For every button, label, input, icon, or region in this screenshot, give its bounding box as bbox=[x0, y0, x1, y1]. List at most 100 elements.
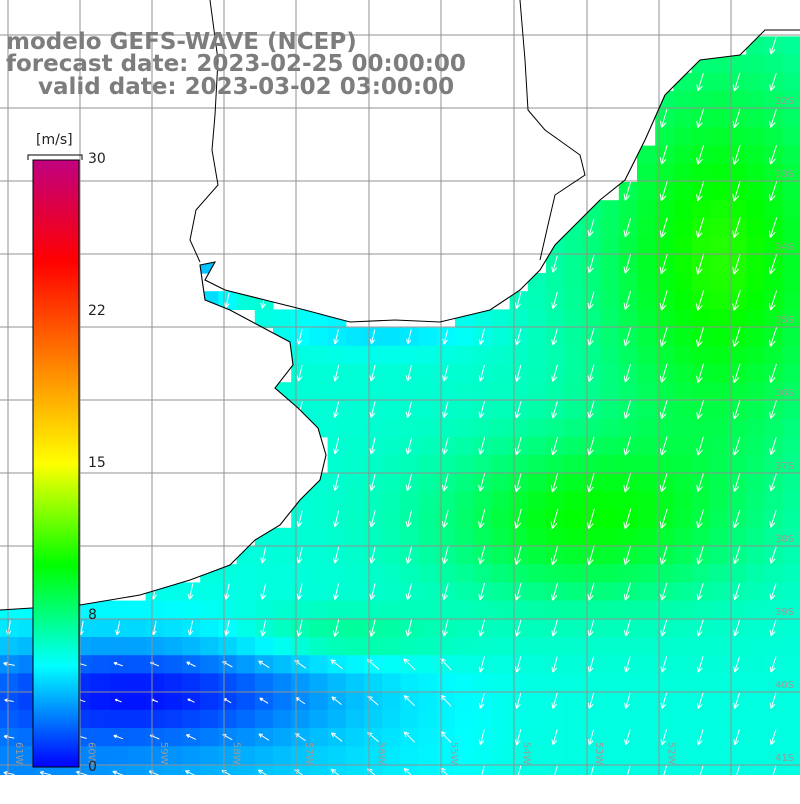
wind-arrow bbox=[696, 180, 705, 202]
wind-arrow bbox=[732, 144, 741, 165]
field-cell bbox=[764, 527, 784, 547]
field-cell bbox=[309, 364, 329, 383]
field-cell bbox=[291, 637, 310, 656]
field-cell bbox=[728, 54, 747, 74]
field-cell bbox=[91, 637, 110, 656]
field-cell bbox=[564, 473, 583, 492]
wind-arrow bbox=[623, 582, 631, 601]
field-cell bbox=[436, 527, 456, 547]
field-cell bbox=[382, 728, 401, 747]
wind-arrow bbox=[259, 697, 269, 704]
wind-arrow bbox=[624, 729, 631, 746]
field-cell bbox=[400, 491, 420, 511]
wind-arrow bbox=[514, 291, 522, 309]
field-cell bbox=[527, 455, 547, 474]
field-cell bbox=[637, 382, 656, 401]
field-cell bbox=[18, 618, 37, 638]
field-cell bbox=[509, 673, 529, 693]
field-cell bbox=[600, 728, 620, 747]
field-cell bbox=[145, 600, 165, 620]
field-cell bbox=[418, 418, 438, 438]
wind-arrow bbox=[769, 546, 777, 564]
field-cell bbox=[491, 637, 511, 656]
field-cell bbox=[418, 382, 438, 401]
field-cell bbox=[364, 418, 383, 438]
field-cell bbox=[163, 582, 183, 602]
wind-arrow bbox=[769, 326, 778, 347]
field-cell bbox=[673, 145, 693, 165]
field-cell bbox=[546, 309, 565, 329]
field-cell bbox=[637, 364, 656, 383]
field-cell bbox=[600, 473, 620, 492]
wind-arrow bbox=[660, 729, 668, 746]
field-cell bbox=[291, 345, 310, 365]
wind-arrow bbox=[551, 692, 558, 709]
field-cell bbox=[491, 327, 511, 347]
field-cell bbox=[673, 618, 693, 638]
title-model: modelo GEFS-WAVE (NCEP) bbox=[6, 29, 357, 55]
field-cell bbox=[728, 455, 747, 474]
wind-arrow bbox=[696, 144, 705, 165]
field-cell bbox=[655, 764, 674, 775]
field-cell bbox=[127, 618, 147, 638]
wind-arrow bbox=[551, 582, 559, 601]
wind-arrow bbox=[442, 619, 449, 637]
field-cell bbox=[782, 309, 800, 329]
field-cell bbox=[746, 637, 765, 656]
field-cell bbox=[746, 746, 765, 765]
field-cell bbox=[309, 327, 329, 347]
field-cell bbox=[709, 364, 729, 383]
wind-arrow bbox=[186, 734, 197, 740]
field-cell bbox=[473, 309, 492, 329]
field-cell bbox=[491, 455, 511, 474]
wind-arrow bbox=[113, 734, 124, 740]
field-cell bbox=[127, 637, 147, 656]
field-cell bbox=[418, 728, 438, 747]
field-cell bbox=[600, 673, 620, 693]
field-cell bbox=[782, 455, 800, 474]
lat-label: 36S bbox=[775, 388, 794, 399]
field-cell bbox=[582, 491, 602, 511]
wind-arrow bbox=[514, 508, 522, 529]
wind-arrow bbox=[769, 583, 777, 600]
field-cell bbox=[782, 491, 800, 511]
field-cell bbox=[691, 418, 711, 438]
field-cell bbox=[764, 163, 784, 183]
field-cell bbox=[728, 91, 747, 110]
field-cell bbox=[782, 637, 800, 656]
field-cell bbox=[618, 764, 638, 775]
field-cell bbox=[600, 655, 620, 674]
field-cell bbox=[291, 527, 310, 547]
field-cell bbox=[291, 309, 310, 329]
field-cell bbox=[291, 709, 310, 729]
field-cell bbox=[527, 564, 547, 583]
field-cell bbox=[273, 546, 292, 565]
field-cell bbox=[618, 455, 638, 474]
field-cell bbox=[600, 546, 620, 565]
field-cell bbox=[91, 728, 110, 747]
wind-arrow bbox=[296, 510, 303, 528]
field-cell bbox=[455, 491, 474, 511]
field-cell bbox=[746, 163, 765, 183]
wind-arrow bbox=[587, 472, 595, 493]
wind-arrow bbox=[331, 696, 342, 705]
wind-arrow bbox=[696, 289, 705, 311]
field-cell bbox=[418, 400, 438, 420]
field-cell bbox=[782, 91, 800, 110]
field-cell bbox=[782, 400, 800, 420]
field-cell bbox=[564, 418, 583, 438]
field-cell bbox=[236, 764, 256, 775]
wind-arrow bbox=[769, 72, 777, 92]
field-cell bbox=[637, 618, 656, 638]
colorbar bbox=[27, 154, 83, 768]
field-cell bbox=[273, 637, 292, 656]
wind-arrow bbox=[550, 545, 559, 566]
field-cell bbox=[236, 691, 256, 711]
wind-arrow bbox=[514, 619, 522, 637]
field-cell bbox=[764, 418, 784, 438]
field-cell bbox=[782, 709, 800, 729]
field-cell bbox=[309, 382, 329, 401]
field-cell bbox=[218, 673, 238, 693]
field-cell bbox=[709, 709, 729, 729]
field-cell bbox=[455, 691, 474, 711]
